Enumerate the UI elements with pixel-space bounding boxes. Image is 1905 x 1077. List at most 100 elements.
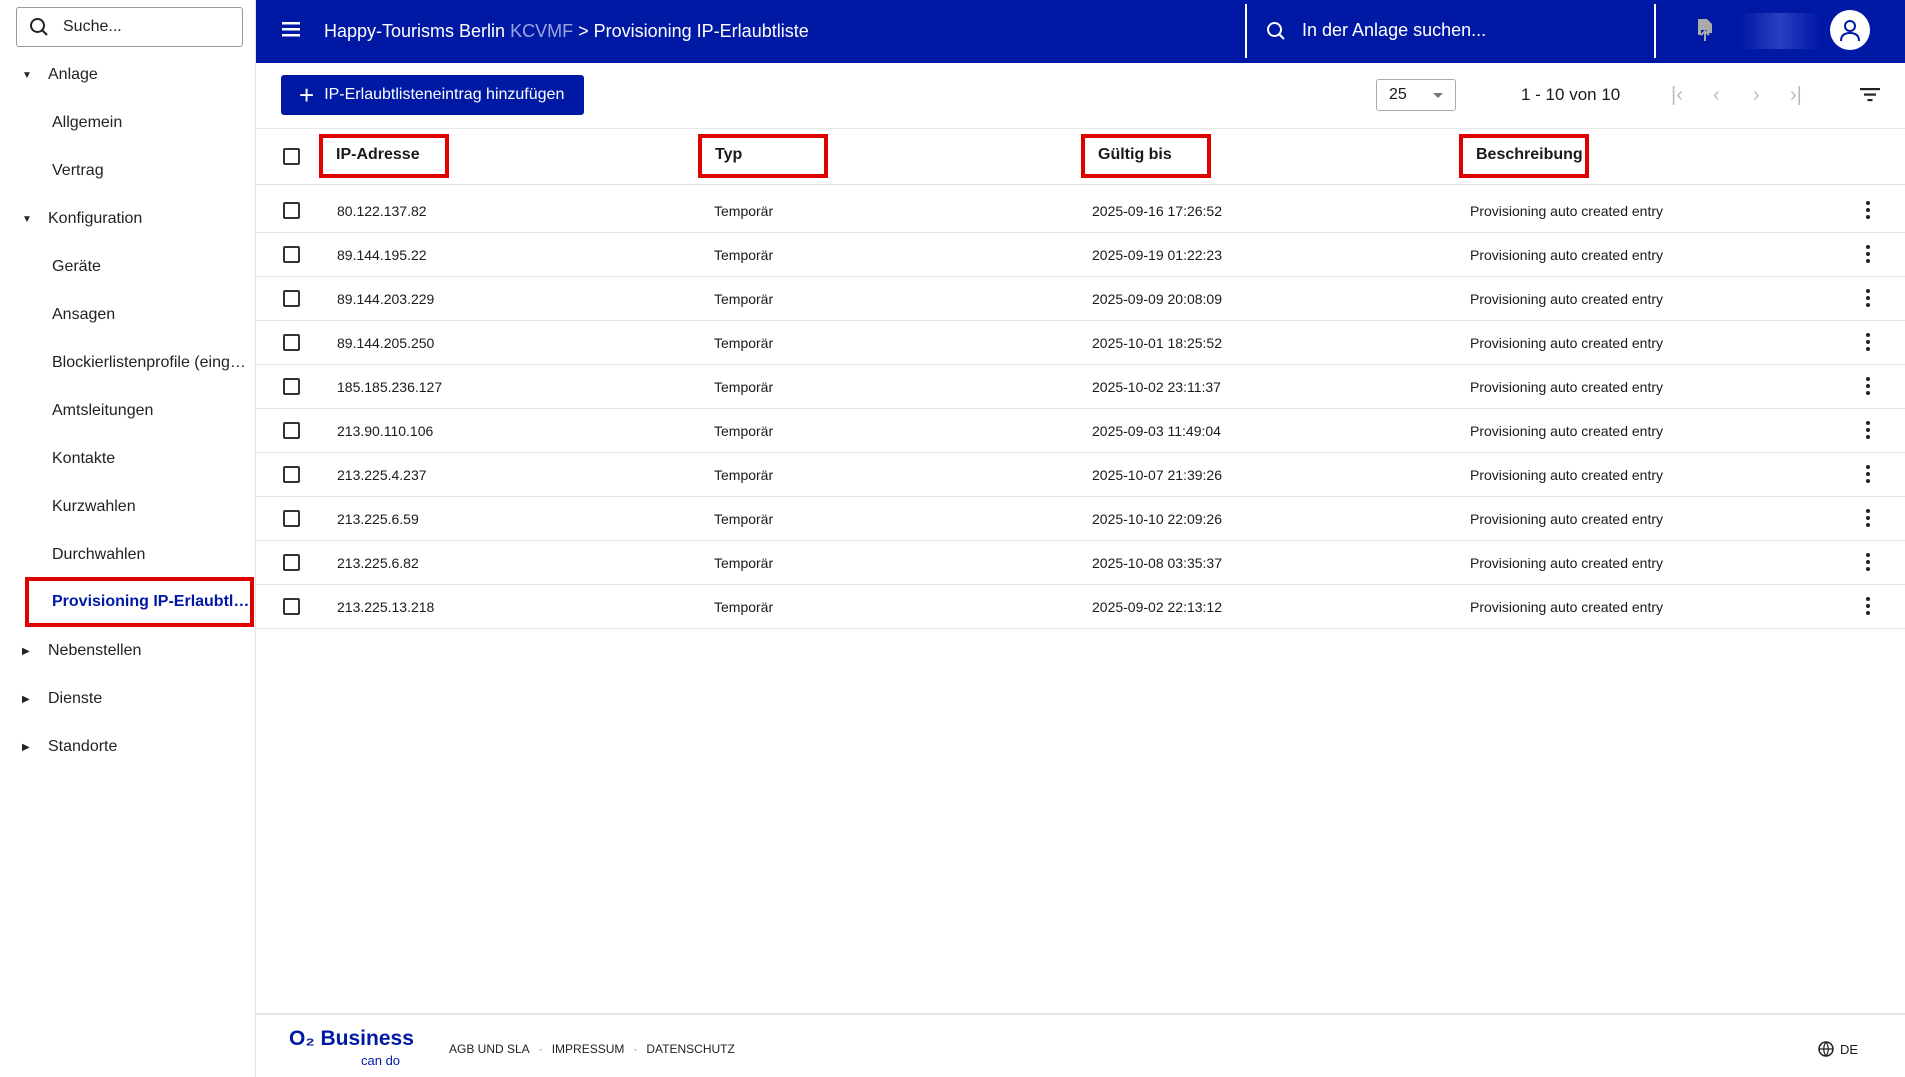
sidebar-group-4[interactable]: ▶ Standorte (22, 738, 117, 756)
cell-description: Provisioning auto created entry (1470, 335, 1663, 351)
table-row: 185.185.236.127 Temporär 2025-10-02 23:11:… (256, 365, 1905, 409)
caret-right-icon: ▶ (22, 741, 30, 753)
sidebar-group-0[interactable]: ▼ Anlage (22, 66, 98, 84)
more-options-icon[interactable] (1866, 377, 1872, 398)
search-icon (30, 18, 48, 36)
more-options-icon[interactable] (1866, 333, 1872, 354)
row-checkbox[interactable] (283, 246, 300, 263)
global-search-input[interactable]: In der Anlage suchen... (1266, 20, 1486, 41)
row-checkbox[interactable] (283, 510, 300, 527)
sidebar-item[interactable]: Blockierlistenprofile (eing… (52, 354, 246, 371)
column-header-valid-until[interactable]: Gültig bis (1081, 134, 1211, 178)
cell-description: Provisioning auto created entry (1470, 511, 1663, 527)
cell-ip: 213.225.4.237 (337, 467, 427, 483)
language-label: DE (1840, 1041, 1859, 1057)
row-checkbox[interactable] (283, 378, 300, 395)
cell-ip: 89.144.195.22 (337, 247, 427, 263)
caret-right-icon: ▶ (22, 645, 30, 657)
link-agb[interactable]: AGB UND SLA (449, 1042, 530, 1056)
sidebar-item[interactable]: Kontakte (52, 450, 116, 467)
more-options-icon[interactable] (1866, 421, 1872, 442)
divider (1654, 4, 1656, 58)
upload-file-icon[interactable] (1696, 18, 1714, 42)
breadcrumb-current-page: Provisioning IP-Erlaubtliste (593, 21, 809, 41)
page-size-select[interactable]: 25 (1376, 79, 1456, 111)
more-options-icon[interactable] (1866, 245, 1872, 266)
more-options-icon[interactable] (1866, 553, 1872, 574)
cell-valid-until: 2025-10-07 21:39:26 (1092, 467, 1222, 483)
breadcrumb-separator: > (578, 21, 589, 41)
sidebar-group-1[interactable]: ▼ Konfiguration (22, 210, 142, 228)
breadcrumb: Happy-Tourisms Berlin KCVMF > Provisioni… (324, 21, 809, 42)
select-all-checkbox[interactable] (283, 148, 300, 165)
row-checkbox[interactable] (283, 466, 300, 483)
cell-type: Temporär (714, 467, 774, 483)
cell-description: Provisioning auto created entry (1470, 291, 1663, 307)
sidebar-item[interactable]: Allgemein (52, 114, 123, 131)
sidebar-group-label: Standorte (48, 738, 118, 755)
brand-name: O₂ Business (289, 1027, 414, 1050)
next-page-icon[interactable]: › (1753, 84, 1760, 106)
cell-type: Temporär (714, 599, 774, 615)
cell-description: Provisioning auto created entry (1470, 467, 1663, 483)
column-header-description[interactable]: Beschreibung (1459, 134, 1589, 178)
row-checkbox[interactable] (283, 290, 300, 307)
link-impressum[interactable]: IMPRESSUM (551, 1042, 625, 1056)
sidebar-search-input[interactable]: Suche... (16, 7, 243, 47)
row-checkbox[interactable] (283, 554, 300, 571)
last-page-icon[interactable]: ›| (1790, 84, 1802, 106)
user-name-blurred (1741, 13, 1819, 49)
table-row: 89.144.203.229 Temporär 2025-09-09 20:08:0… (256, 277, 1905, 321)
user-avatar[interactable] (1830, 10, 1870, 50)
sidebar-group-3[interactable]: ▶ Dienste (22, 690, 102, 708)
more-options-icon[interactable] (1866, 597, 1872, 618)
table-row: 213.225.4.237 Temporär 2025-10-07 21:39:26… (256, 453, 1905, 497)
sidebar-item[interactable]: Durchwahlen (52, 546, 146, 563)
brand-tagline: can do (361, 1053, 401, 1068)
more-options-icon[interactable] (1866, 201, 1872, 222)
cell-ip: 213.90.110.106 (337, 423, 434, 439)
row-checkbox[interactable] (283, 422, 300, 439)
pagination-range: 1 - 10 von 10 (1521, 85, 1621, 104)
search-icon (1267, 21, 1285, 40)
breadcrumb-org[interactable]: Happy-Tourisms Berlin (324, 21, 506, 41)
hamburger-menu-icon[interactable] (282, 20, 302, 38)
filter-icon[interactable] (1860, 87, 1880, 103)
first-page-icon[interactable]: |‹ (1671, 84, 1683, 106)
sidebar-item[interactable]: Ansagen (52, 306, 116, 323)
cell-ip: 213.225.6.82 (337, 555, 419, 571)
table-row: 89.144.195.22 Temporär 2025-09-19 01:22:23… (256, 233, 1905, 277)
plus-icon: + (299, 80, 315, 110)
column-header-type[interactable]: Typ (698, 134, 828, 178)
sidebar-group-2[interactable]: ▶ Nebenstellen (22, 642, 141, 660)
sidebar-item[interactable]: Geräte (52, 258, 101, 275)
sidebar-item[interactable]: Vertrag (52, 162, 104, 179)
cell-type: Temporär (714, 203, 774, 219)
footer: O₂ Business can do AGB UND SLA · IMPRESSUM… (256, 1013, 1905, 1077)
chevron-down-icon (1433, 93, 1443, 103)
cell-type: Temporär (714, 291, 774, 307)
row-checkbox[interactable] (283, 202, 300, 219)
previous-page-icon[interactable]: ‹ (1713, 84, 1720, 106)
table-row: 213.225.6.82 Temporär 2025-10-08 03:35:37 P… (256, 541, 1905, 585)
cell-ip: 213.225.13.218 (337, 599, 435, 615)
language-selector[interactable]: DE (1818, 1041, 1858, 1057)
cell-valid-until: 2025-09-19 01:22:23 (1092, 247, 1222, 263)
globe-icon (1818, 1041, 1834, 1057)
sidebar-item[interactable]: Kurzwahlen (52, 498, 136, 515)
row-checkbox[interactable] (283, 598, 300, 615)
more-options-icon[interactable] (1866, 465, 1872, 486)
sidebar-group-label: Anlage (48, 66, 98, 83)
cell-valid-until: 2025-10-08 03:35:37 (1092, 555, 1222, 571)
add-ip-entry-button[interactable]: + IP-Erlaubtlisteneintrag hinzufügen (281, 75, 584, 115)
sidebar-group-label: Konfiguration (48, 210, 143, 227)
row-checkbox[interactable] (283, 334, 300, 351)
link-datenschutz[interactable]: DATENSCHUTZ (646, 1042, 735, 1056)
sidebar-item-provisioning-ip-allowlist[interactable]: Provisioning IP-Erlaubtli... (25, 577, 254, 627)
more-options-icon[interactable] (1866, 289, 1872, 310)
more-options-icon[interactable] (1866, 509, 1872, 530)
cell-description: Provisioning auto created entry (1470, 203, 1663, 219)
sidebar-item[interactable]: Amtsleitungen (52, 402, 154, 419)
cell-ip: 89.144.203.229 (337, 291, 435, 307)
column-header-ip-address[interactable]: IP-Adresse (319, 134, 449, 178)
